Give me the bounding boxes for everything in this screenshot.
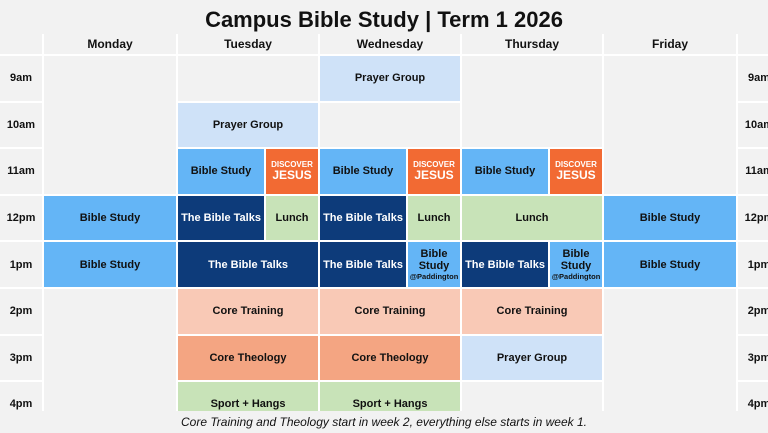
day-header-thursday: Thursday — [462, 34, 602, 54]
empty-slot — [462, 56, 602, 148]
time-label-left: 2pm — [0, 288, 42, 334]
jesus-label: JESUS — [556, 168, 596, 183]
event-core-theology[interactable]: Core Theology — [178, 335, 318, 381]
discover-label: DISCOVER — [271, 159, 313, 169]
event-core-training[interactable]: Core Training — [320, 288, 460, 334]
event-lunch[interactable]: Lunch — [266, 195, 318, 241]
split-cell: Bible Study DISCOVER JESUS — [320, 149, 460, 194]
split-cell: The Bible Talks Lunch — [178, 195, 318, 241]
event-bible-study[interactable]: Bible Study — [604, 242, 736, 287]
timetable-grid: Monday Tuesday Wednesday Thursday Friday… — [0, 34, 768, 427]
empty-slot — [178, 56, 318, 101]
empty-slot — [44, 288, 176, 427]
split-cell: The Bible Talks Bible Study @Paddington — [320, 242, 460, 287]
event-lunch[interactable]: Lunch — [462, 195, 602, 241]
empty-slot — [320, 102, 460, 148]
discover-label: DISCOVER — [555, 159, 597, 169]
time-label-left: 11am — [0, 149, 42, 194]
event-bible-talks[interactable]: The Bible Talks — [462, 242, 548, 287]
event-discover-jesus[interactable]: DISCOVER JESUS — [550, 149, 602, 194]
event-discover-jesus[interactable]: DISCOVER JESUS — [266, 149, 318, 194]
event-core-training[interactable]: Core Training — [462, 288, 602, 334]
empty-slot — [44, 56, 176, 194]
split-cell: Bible Study DISCOVER JESUS — [462, 149, 602, 194]
day-header-tuesday: Tuesday — [178, 34, 318, 54]
study-label: Study — [560, 260, 592, 273]
time-label-right: 10am — [738, 102, 768, 148]
event-core-training[interactable]: Core Training — [178, 288, 318, 334]
day-header-monday: Monday — [44, 34, 176, 54]
event-bible-study-paddington[interactable]: Bible Study @Paddington — [408, 242, 460, 287]
event-bible-study[interactable]: Bible Study — [604, 195, 736, 241]
corner-cell — [0, 34, 42, 54]
event-prayer-group[interactable]: Prayer Group — [462, 335, 602, 381]
day-header-wednesday: Wednesday — [320, 34, 460, 54]
time-label-right: 12pm — [738, 195, 768, 241]
event-bible-study[interactable]: Bible Study — [320, 149, 406, 194]
event-bible-talks[interactable]: The Bible Talks — [178, 242, 318, 287]
bible-label: Bible — [420, 247, 448, 260]
event-prayer-group[interactable]: Prayer Group — [320, 56, 460, 101]
time-label-left: 9am — [0, 56, 42, 101]
event-bible-study[interactable]: Bible Study — [462, 149, 548, 194]
event-bible-study[interactable]: Bible Study — [178, 149, 264, 194]
empty-slot — [604, 288, 736, 427]
time-label-right: 1pm — [738, 242, 768, 287]
time-label-right: 3pm — [738, 335, 768, 381]
corner-cell-right — [738, 34, 768, 54]
time-label-left: 3pm — [0, 335, 42, 381]
location-label: @Paddington — [551, 272, 601, 281]
event-bible-talks[interactable]: The Bible Talks — [320, 242, 406, 287]
event-prayer-group[interactable]: Prayer Group — [178, 102, 318, 148]
event-lunch[interactable]: Lunch — [408, 195, 460, 241]
time-label-left: 12pm — [0, 195, 42, 241]
jesus-label: JESUS — [414, 168, 454, 183]
discover-label: DISCOVER — [413, 159, 455, 169]
event-bible-talks[interactable]: The Bible Talks — [178, 195, 264, 241]
event-bible-talks[interactable]: The Bible Talks — [320, 195, 406, 241]
jesus-label: JESUS — [272, 168, 312, 183]
day-header-friday: Friday — [604, 34, 736, 54]
event-bible-study[interactable]: Bible Study — [44, 195, 176, 241]
study-label: Study — [418, 260, 450, 273]
footnote: Core Training and Theology start in week… — [0, 411, 768, 433]
page-title: Campus Bible Study | Term 1 2026 — [0, 0, 768, 40]
time-label-right: 11am — [738, 149, 768, 194]
split-cell: The Bible Talks Bible Study @Paddington — [462, 242, 602, 287]
time-label-right: 2pm — [738, 288, 768, 334]
time-label-left: 1pm — [0, 242, 42, 287]
event-core-theology[interactable]: Core Theology — [320, 335, 460, 381]
time-label-right: 9am — [738, 56, 768, 101]
event-bible-study-paddington[interactable]: Bible Study @Paddington — [550, 242, 602, 287]
split-cell: Bible Study DISCOVER JESUS — [178, 149, 318, 194]
empty-slot — [604, 56, 736, 194]
location-label: @Paddington — [409, 272, 459, 281]
event-discover-jesus[interactable]: DISCOVER JESUS — [408, 149, 460, 194]
event-bible-study[interactable]: Bible Study — [44, 242, 176, 287]
bible-label: Bible — [562, 247, 590, 260]
split-cell: The Bible Talks Lunch — [320, 195, 460, 241]
time-label-left: 10am — [0, 102, 42, 148]
